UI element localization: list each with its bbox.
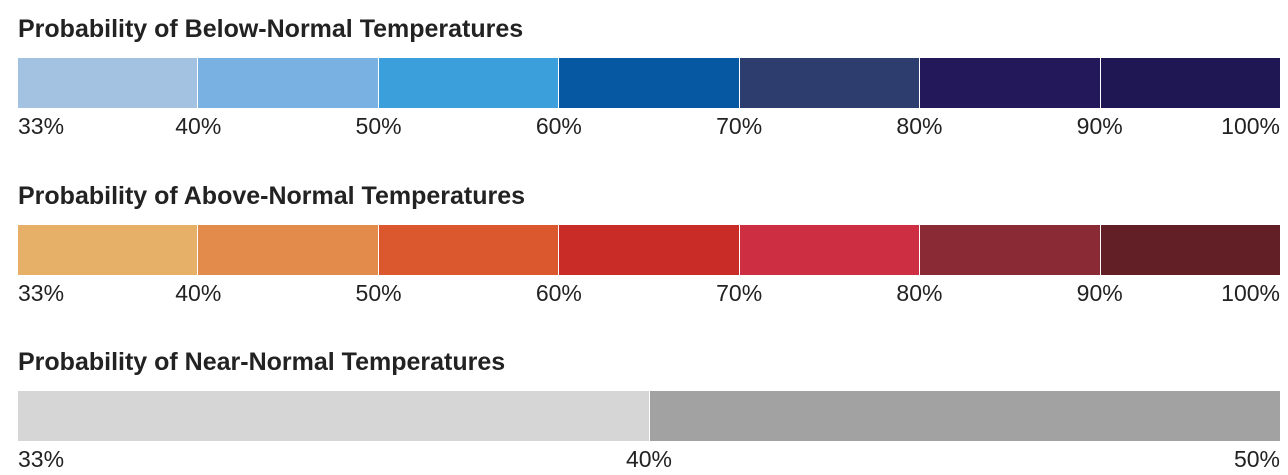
tick-label: 50% [355, 113, 402, 139]
color-swatch [649, 391, 1280, 441]
color-swatch [198, 225, 379, 275]
tick-label: 60% [535, 280, 582, 306]
color-swatch [18, 391, 650, 441]
color-swatch [378, 58, 560, 108]
tick-label: 80% [896, 113, 943, 139]
color-swatch [18, 58, 199, 108]
tick-label: 100% [1221, 280, 1280, 306]
tick-label: 33% [18, 280, 65, 306]
color-swatch [378, 225, 560, 275]
color-swatch [1100, 58, 1280, 108]
tick-label: 60% [535, 113, 582, 139]
color-swatch [739, 225, 921, 275]
below-normal-title: Probability of Below-Normal Temperatures [18, 15, 524, 43]
tick-label: 40% [625, 446, 673, 472]
color-swatch [920, 58, 1101, 108]
near-normal-title: Probability of Near-Normal Temperatures [18, 348, 506, 376]
below-normal-color-bar [18, 58, 1280, 108]
below-normal-tick-labels: 33% 40% 50% 60% 70% 80% 90% 100% [18, 112, 1280, 142]
color-swatch [559, 225, 740, 275]
color-swatch [739, 58, 921, 108]
tick-label: 90% [1076, 113, 1123, 139]
color-swatch [920, 225, 1101, 275]
tick-label: 70% [716, 280, 763, 306]
tick-label: 50% [1233, 446, 1280, 472]
tick-label: 33% [18, 446, 65, 472]
tick-label: 80% [896, 280, 943, 306]
tick-label: 90% [1076, 280, 1123, 306]
near-normal-tick-labels: 33% 40% 50% [18, 445, 1280, 475]
color-swatch [1100, 225, 1280, 275]
tick-label: 70% [716, 113, 763, 139]
tick-label: 33% [18, 113, 65, 139]
tick-label: 100% [1221, 113, 1280, 139]
tick-label: 40% [175, 113, 222, 139]
color-swatch [18, 225, 199, 275]
color-swatch [559, 58, 740, 108]
color-swatch [198, 58, 379, 108]
tick-label: 50% [355, 280, 402, 306]
above-normal-color-bar [18, 225, 1280, 275]
tick-label: 40% [175, 280, 222, 306]
near-normal-color-bar [18, 391, 1280, 441]
above-normal-title: Probability of Above-Normal Temperatures [18, 182, 526, 210]
above-normal-tick-labels: 33% 40% 50% 60% 70% 80% 90% 100% [18, 279, 1280, 309]
